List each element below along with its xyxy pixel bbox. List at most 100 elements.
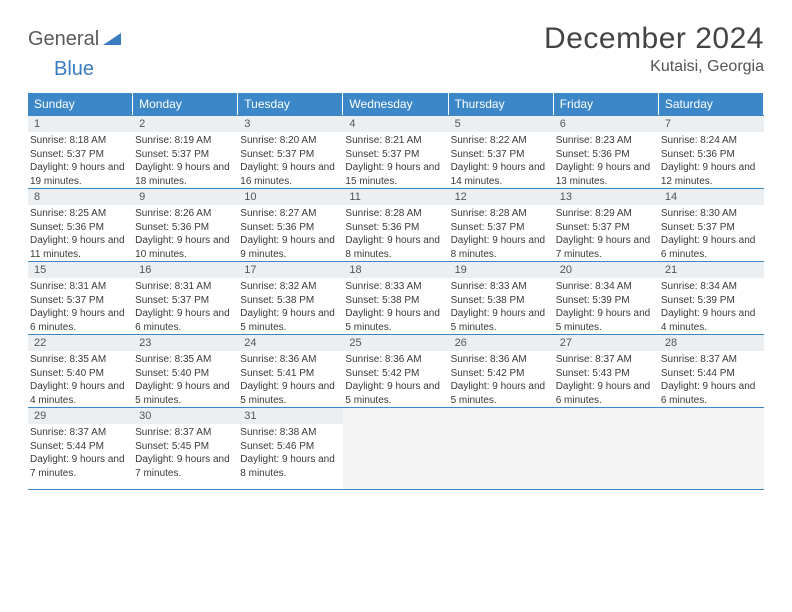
calendar-cell: 7Sunrise: 8:24 AMSunset: 5:36 PMDaylight… xyxy=(659,115,764,188)
calendar-cell: 29Sunrise: 8:37 AMSunset: 5:44 PMDayligh… xyxy=(28,407,133,489)
day-number: 23 xyxy=(133,335,238,351)
day-header: Friday xyxy=(554,93,659,115)
calendar-cell: 14Sunrise: 8:30 AMSunset: 5:37 PMDayligh… xyxy=(659,188,764,261)
day-details: Sunrise: 8:36 AMSunset: 5:41 PMDaylight:… xyxy=(238,351,343,407)
calendar-cell: 19Sunrise: 8:33 AMSunset: 5:38 PMDayligh… xyxy=(449,261,554,334)
calendar-cell: 21Sunrise: 8:34 AMSunset: 5:39 PMDayligh… xyxy=(659,261,764,334)
day-details: Sunrise: 8:24 AMSunset: 5:36 PMDaylight:… xyxy=(659,132,764,188)
day-details: Sunrise: 8:38 AMSunset: 5:46 PMDaylight:… xyxy=(238,424,343,480)
day-details: Sunrise: 8:30 AMSunset: 5:37 PMDaylight:… xyxy=(659,205,764,261)
day-details: Sunrise: 8:37 AMSunset: 5:44 PMDaylight:… xyxy=(28,424,133,480)
day-details: Sunrise: 8:33 AMSunset: 5:38 PMDaylight:… xyxy=(343,278,448,334)
day-details: Sunrise: 8:32 AMSunset: 5:38 PMDaylight:… xyxy=(238,278,343,334)
calendar-cell: 2Sunrise: 8:19 AMSunset: 5:37 PMDaylight… xyxy=(133,115,238,188)
day-details: Sunrise: 8:28 AMSunset: 5:37 PMDaylight:… xyxy=(449,205,554,261)
calendar-cell: 25Sunrise: 8:36 AMSunset: 5:42 PMDayligh… xyxy=(343,334,448,407)
calendar-cell: 27Sunrise: 8:37 AMSunset: 5:43 PMDayligh… xyxy=(554,334,659,407)
day-number: 20 xyxy=(554,262,659,278)
day-details: Sunrise: 8:37 AMSunset: 5:44 PMDaylight:… xyxy=(659,351,764,407)
month-title: December 2024 xyxy=(544,22,764,56)
day-details: Sunrise: 8:35 AMSunset: 5:40 PMDaylight:… xyxy=(28,351,133,407)
day-header: Monday xyxy=(133,93,238,115)
calendar-cell: 8Sunrise: 8:25 AMSunset: 5:36 PMDaylight… xyxy=(28,188,133,261)
day-number: 17 xyxy=(238,262,343,278)
day-number: 12 xyxy=(449,189,554,205)
day-details: Sunrise: 8:37 AMSunset: 5:45 PMDaylight:… xyxy=(133,424,238,480)
day-details: Sunrise: 8:36 AMSunset: 5:42 PMDaylight:… xyxy=(449,351,554,407)
day-details: Sunrise: 8:34 AMSunset: 5:39 PMDaylight:… xyxy=(659,278,764,334)
calendar-cell: 22Sunrise: 8:35 AMSunset: 5:40 PMDayligh… xyxy=(28,334,133,407)
day-details: Sunrise: 8:23 AMSunset: 5:36 PMDaylight:… xyxy=(554,132,659,188)
day-number: 22 xyxy=(28,335,133,351)
day-number: 2 xyxy=(133,116,238,132)
day-number: 7 xyxy=(659,116,764,132)
day-number: 30 xyxy=(133,408,238,424)
calendar-cell: 12Sunrise: 8:28 AMSunset: 5:37 PMDayligh… xyxy=(449,188,554,261)
day-number: 15 xyxy=(28,262,133,278)
day-number: 8 xyxy=(28,189,133,205)
day-details: Sunrise: 8:19 AMSunset: 5:37 PMDaylight:… xyxy=(133,132,238,188)
calendar-cell: 28Sunrise: 8:37 AMSunset: 5:44 PMDayligh… xyxy=(659,334,764,407)
day-number: 4 xyxy=(343,116,448,132)
day-details: Sunrise: 8:21 AMSunset: 5:37 PMDaylight:… xyxy=(343,132,448,188)
calendar-cell: 4Sunrise: 8:21 AMSunset: 5:37 PMDaylight… xyxy=(343,115,448,188)
day-number: 21 xyxy=(659,262,764,278)
calendar-cell: 6Sunrise: 8:23 AMSunset: 5:36 PMDaylight… xyxy=(554,115,659,188)
calendar-cell: 20Sunrise: 8:34 AMSunset: 5:39 PMDayligh… xyxy=(554,261,659,334)
logo: General xyxy=(28,28,123,51)
calendar-cell: 13Sunrise: 8:29 AMSunset: 5:37 PMDayligh… xyxy=(554,188,659,261)
calendar-cell: 1Sunrise: 8:18 AMSunset: 5:37 PMDaylight… xyxy=(28,115,133,188)
calendar-cell xyxy=(343,407,448,489)
day-number: 24 xyxy=(238,335,343,351)
calendar-cell: 15Sunrise: 8:31 AMSunset: 5:37 PMDayligh… xyxy=(28,261,133,334)
day-header: Wednesday xyxy=(343,93,448,115)
logo-triangle-icon xyxy=(103,28,121,51)
logo-text-1: General xyxy=(28,28,99,51)
day-number: 25 xyxy=(343,335,448,351)
day-details: Sunrise: 8:22 AMSunset: 5:37 PMDaylight:… xyxy=(449,132,554,188)
day-details: Sunrise: 8:28 AMSunset: 5:36 PMDaylight:… xyxy=(343,205,448,261)
calendar-cell: 11Sunrise: 8:28 AMSunset: 5:36 PMDayligh… xyxy=(343,188,448,261)
calendar-cell: 17Sunrise: 8:32 AMSunset: 5:38 PMDayligh… xyxy=(238,261,343,334)
day-number: 10 xyxy=(238,189,343,205)
day-number: 29 xyxy=(28,408,133,424)
day-number: 14 xyxy=(659,189,764,205)
day-details: Sunrise: 8:35 AMSunset: 5:40 PMDaylight:… xyxy=(133,351,238,407)
day-number: 18 xyxy=(343,262,448,278)
calendar: SundayMondayTuesdayWednesdayThursdayFrid… xyxy=(28,93,764,490)
calendar-cell: 18Sunrise: 8:33 AMSunset: 5:38 PMDayligh… xyxy=(343,261,448,334)
day-details: Sunrise: 8:31 AMSunset: 5:37 PMDaylight:… xyxy=(28,278,133,334)
day-number: 5 xyxy=(449,116,554,132)
day-details: Sunrise: 8:25 AMSunset: 5:36 PMDaylight:… xyxy=(28,205,133,261)
calendar-cell: 30Sunrise: 8:37 AMSunset: 5:45 PMDayligh… xyxy=(133,407,238,489)
day-details: Sunrise: 8:37 AMSunset: 5:43 PMDaylight:… xyxy=(554,351,659,407)
calendar-cell: 23Sunrise: 8:35 AMSunset: 5:40 PMDayligh… xyxy=(133,334,238,407)
calendar-cell: 5Sunrise: 8:22 AMSunset: 5:37 PMDaylight… xyxy=(449,115,554,188)
day-number: 9 xyxy=(133,189,238,205)
day-details: Sunrise: 8:31 AMSunset: 5:37 PMDaylight:… xyxy=(133,278,238,334)
day-details: Sunrise: 8:20 AMSunset: 5:37 PMDaylight:… xyxy=(238,132,343,188)
calendar-cell: 16Sunrise: 8:31 AMSunset: 5:37 PMDayligh… xyxy=(133,261,238,334)
day-header: Saturday xyxy=(659,93,764,115)
day-details: Sunrise: 8:34 AMSunset: 5:39 PMDaylight:… xyxy=(554,278,659,334)
day-number: 31 xyxy=(238,408,343,424)
calendar-cell: 31Sunrise: 8:38 AMSunset: 5:46 PMDayligh… xyxy=(238,407,343,489)
calendar-cell: 26Sunrise: 8:36 AMSunset: 5:42 PMDayligh… xyxy=(449,334,554,407)
day-number: 6 xyxy=(554,116,659,132)
calendar-cell xyxy=(449,407,554,489)
day-number: 26 xyxy=(449,335,554,351)
calendar-cell: 10Sunrise: 8:27 AMSunset: 5:36 PMDayligh… xyxy=(238,188,343,261)
calendar-cell xyxy=(659,407,764,489)
calendar-cell: 3Sunrise: 8:20 AMSunset: 5:37 PMDaylight… xyxy=(238,115,343,188)
day-details: Sunrise: 8:33 AMSunset: 5:38 PMDaylight:… xyxy=(449,278,554,334)
day-details: Sunrise: 8:27 AMSunset: 5:36 PMDaylight:… xyxy=(238,205,343,261)
calendar-cell: 9Sunrise: 8:26 AMSunset: 5:36 PMDaylight… xyxy=(133,188,238,261)
day-number: 11 xyxy=(343,189,448,205)
day-header: Sunday xyxy=(28,93,133,115)
day-details: Sunrise: 8:26 AMSunset: 5:36 PMDaylight:… xyxy=(133,205,238,261)
day-header: Tuesday xyxy=(238,93,343,115)
calendar-cell xyxy=(554,407,659,489)
day-details: Sunrise: 8:29 AMSunset: 5:37 PMDaylight:… xyxy=(554,205,659,261)
day-number: 1 xyxy=(28,116,133,132)
calendar-cell: 24Sunrise: 8:36 AMSunset: 5:41 PMDayligh… xyxy=(238,334,343,407)
